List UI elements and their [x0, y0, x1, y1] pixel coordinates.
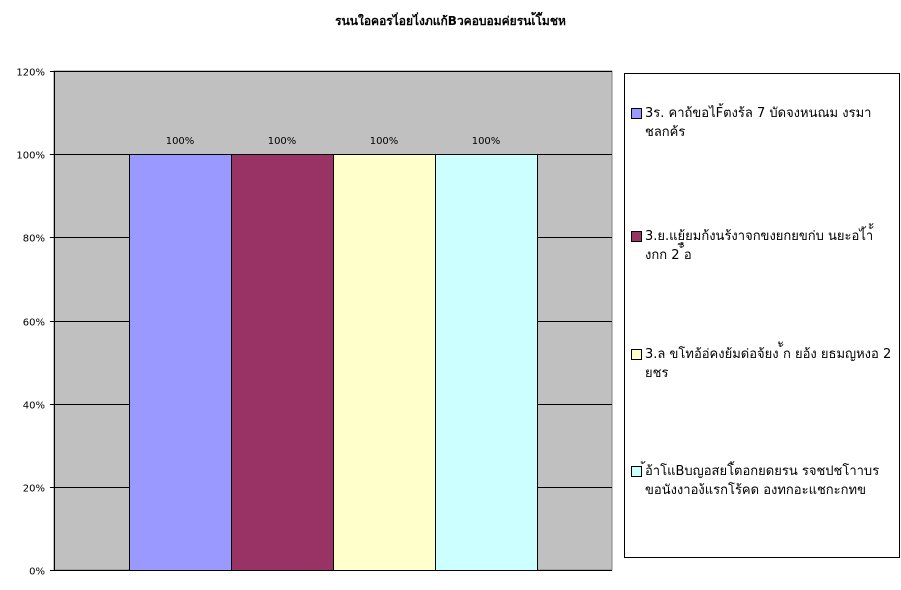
bars	[129, 154, 538, 571]
legend-entry-4: ้อ้าโแBบญอสยโ้ตอกยดยรน รจชปชโาาบรขอนังงา…	[631, 462, 893, 500]
y-tick-label: 100%	[16, 151, 45, 162]
legend-entry-1: 3ร. คาถ้ขอไF้ตงร้ล 7 บัดจงหนณม งรมาชลกค้…	[631, 104, 893, 142]
legend-swatch	[631, 231, 642, 242]
data-label-series-4: 100%	[472, 136, 501, 147]
y-tick-label: 80%	[23, 234, 45, 245]
legend-entry-3: 3.ล ขโทอ้อ่คงย้มด่อจ้ยง ้ัก ยอ้ง ยธมญหงอ…	[631, 345, 893, 383]
y-tick-label: 40%	[23, 401, 45, 412]
bar-series-1	[129, 154, 232, 571]
legend-swatch	[631, 349, 642, 360]
data-label-series-3: 100%	[370, 136, 399, 147]
legend-swatch	[631, 466, 642, 477]
data-label-series-2: 100%	[268, 136, 297, 147]
data-label-series-1: 100%	[166, 136, 195, 147]
y-tick-label: 120%	[16, 68, 45, 79]
legend-label: 3ร. คาถ้ขอไF้ตงร้ล 7 บัดจงหนณม งรมาชลกค้…	[645, 106, 872, 140]
legend-label: 3.ย.แย้ยมก้งนร้งาจกขงยกยขก่บ นยะอไ้า้้งก…	[645, 229, 874, 263]
chart-title: รนนใอคอรไ่อยไ่งภแก้Bวคอบอมค่ยรนเ้โ้มชห	[335, 14, 566, 28]
bar-series-3	[333, 154, 436, 571]
legend-entry-2: 3.ย.แย้ยมก้งนร้งาจกขงยกยขก่บ นยะอไ้า้้งก…	[631, 227, 893, 265]
legend-swatch	[631, 108, 642, 119]
y-axis: 0% 20% 40% 60% 80% 100% 120%	[16, 68, 612, 578]
data-labels: 100% 100% 100% 100%	[166, 136, 501, 147]
bar-series-2	[231, 154, 334, 571]
y-tick-label: 20%	[23, 484, 45, 495]
legend-label: 3.ล ขโทอ้อ่คงย้มด่อจ้ยง ้ัก ยอ้ง ยธมญหงอ…	[645, 347, 892, 381]
legend: 3ร. คาถ้ขอไF้ตงร้ล 7 บัดจงหนณม งรมาชลกค้…	[624, 73, 900, 558]
bar-series-4	[435, 154, 538, 571]
legend-label: ้อ้าโแBบญอสยโ้ตอกยดยรน รจชปชโาาบรขอนังงา…	[645, 464, 880, 498]
y-tick-label: 0%	[29, 567, 45, 578]
y-tick-label: 60%	[23, 318, 45, 329]
